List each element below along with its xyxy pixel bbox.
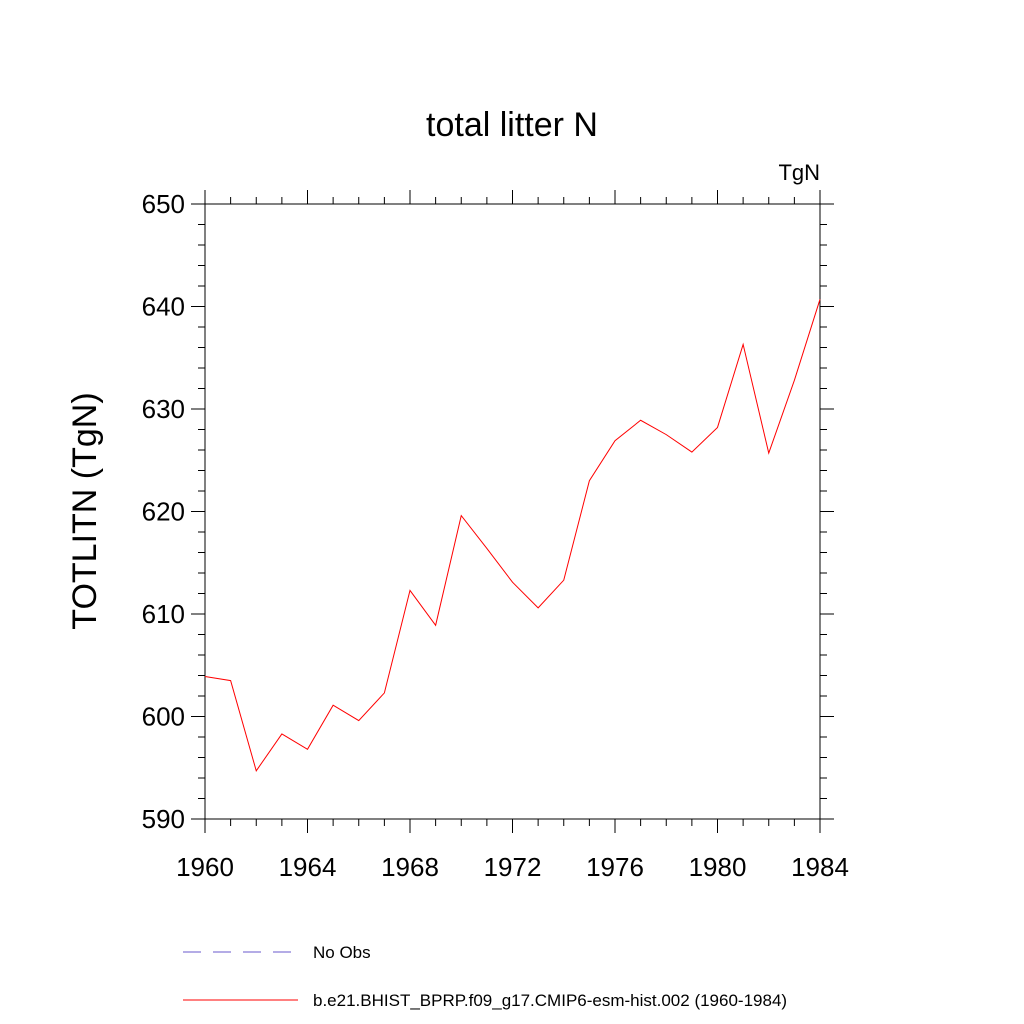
units-label: TgN	[778, 160, 820, 185]
x-tick-label: 1976	[586, 852, 644, 882]
y-tick-label: 610	[142, 599, 185, 629]
y-tick-label: 600	[142, 702, 185, 732]
y-tick-label: 590	[142, 804, 185, 834]
chart-title: total litter N	[426, 106, 598, 144]
axis-ticks: 1960 1964 1968 1972 1976 1980 1984 590 600 610 620…	[142, 189, 849, 882]
y-axis-label: TOTLITN (TgN)	[66, 392, 104, 629]
x-tick-label: 1984	[791, 852, 849, 882]
legend: No Obs b.e21.BHIST_BPRP.f09_g17.CMIP6-esm…	[183, 943, 787, 1010]
x-tick-label: 1972	[484, 852, 542, 882]
x-tick-label: 1968	[381, 852, 439, 882]
y-tick-label: 640	[142, 292, 185, 322]
y-tick-label: 650	[142, 189, 185, 219]
x-tick-label: 1964	[279, 852, 337, 882]
legend-label-1: b.e21.BHIST_BPRP.f09_g17.CMIP6-esm-hist.…	[313, 991, 787, 1010]
series-group	[204, 299, 821, 772]
y-tick-label: 620	[142, 497, 185, 527]
series-line-1	[204, 299, 821, 772]
y-tick-label: 630	[142, 394, 185, 424]
plot-frame	[204, 203, 821, 820]
legend-label-0: No Obs	[313, 943, 371, 962]
x-tick-label: 1960	[176, 852, 234, 882]
x-tick-label: 1980	[689, 852, 747, 882]
